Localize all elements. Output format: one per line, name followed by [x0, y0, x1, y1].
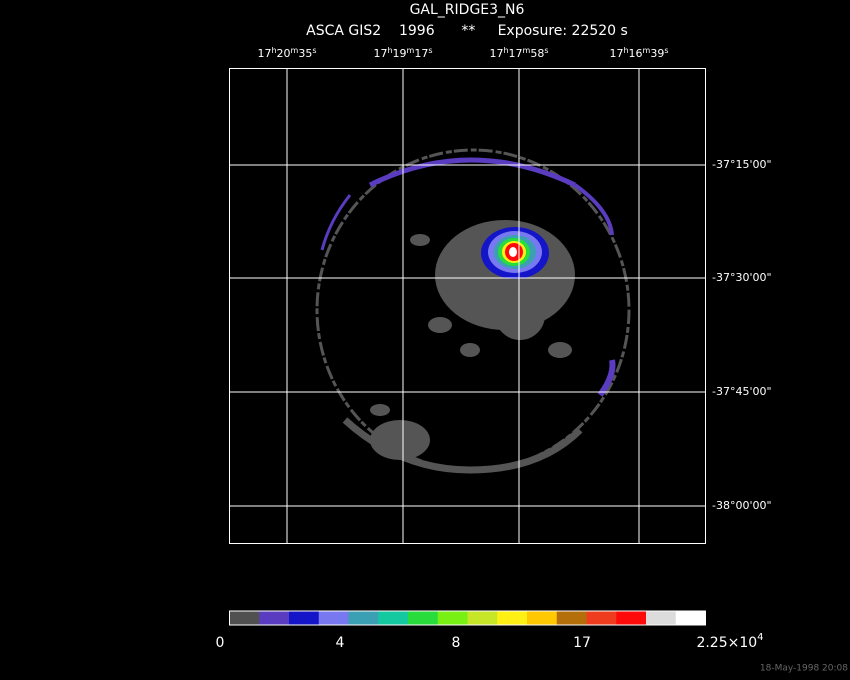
ra-value: 17	[257, 47, 271, 60]
colorbar-swatch	[437, 611, 468, 625]
ra-unit: h	[623, 46, 628, 55]
colorbar-label: 4	[336, 635, 345, 651]
colorbar-swatch	[556, 611, 587, 625]
ra-value: 17	[414, 47, 428, 60]
grid: 17h20m35s 17h19m17s 17h17m58s 17h16m39s-37°…	[229, 46, 772, 543]
patch	[370, 404, 390, 416]
colorbar-swatch	[378, 611, 409, 625]
ra-unit: m	[291, 46, 299, 55]
ra-value: 17	[373, 47, 387, 60]
source	[509, 247, 517, 257]
colorbar: 0 4 8 17	[216, 610, 706, 651]
dec-label: -37°15'00"	[712, 158, 772, 171]
patch	[370, 420, 430, 460]
ra-value: 17	[489, 47, 503, 60]
ra-unit: m	[407, 46, 415, 55]
patch	[410, 234, 430, 246]
sky-image	[315, 148, 631, 474]
colorbar-label: 0	[216, 635, 225, 651]
exponent: 4	[757, 632, 763, 643]
ra-label: 17h17m58s	[489, 46, 548, 61]
colorbar-label: 8	[452, 635, 461, 651]
colorbar-swatch	[229, 611, 260, 625]
ra-value: 17	[609, 47, 623, 60]
patch	[428, 317, 452, 333]
patch	[548, 342, 572, 358]
ra-label: 17h20m35s	[257, 46, 316, 61]
colorbar-swatch	[408, 611, 439, 625]
colorbar-swatch	[586, 611, 617, 625]
ra-value: 20	[277, 47, 291, 60]
ra-value: 17	[509, 47, 523, 60]
colorbar-border	[229, 610, 706, 626]
colorbar-swatch	[289, 611, 320, 625]
ra-unit: h	[271, 46, 276, 55]
colorbar-swatch	[318, 611, 349, 625]
field-edge	[315, 148, 631, 472]
ra-value: 16	[629, 47, 643, 60]
title: GAL_RIDGE3_N6	[410, 2, 525, 18]
subtitle: ASCA GIS2 1996 ** Exposure: 22520 s	[306, 23, 628, 39]
ra-label: 17h19m17s	[373, 46, 432, 61]
ra-value: 58	[530, 47, 544, 60]
ra-value: 19	[393, 47, 407, 60]
ra-unit: m	[523, 46, 531, 55]
colorbar-swatch	[616, 611, 647, 625]
ra-unit: s	[428, 46, 432, 55]
dec-label: -38°00'00"	[712, 499, 772, 512]
mantissa: 2.25×10	[696, 635, 757, 651]
colorbar-swatch	[646, 611, 677, 625]
edge-arc	[368, 157, 577, 188]
colorbar-swatch	[467, 611, 498, 625]
ra-unit: s	[312, 46, 316, 55]
frame	[229, 68, 706, 544]
dec-label: -37°45'00"	[712, 385, 772, 398]
colorbar-swatch	[497, 611, 528, 625]
colorbar-swatch	[259, 611, 290, 625]
ra-unit: m	[643, 46, 651, 55]
diffuse	[495, 290, 545, 340]
patch	[460, 343, 480, 357]
ra-unit: h	[503, 46, 508, 55]
ra-value: 39	[650, 47, 664, 60]
colorbar-swatch	[527, 611, 558, 625]
colorbar-swatch	[348, 611, 379, 625]
colorbar-max-label: 2.25×104	[696, 632, 763, 651]
ra-unit: h	[387, 46, 392, 55]
ra-unit: s	[664, 46, 668, 55]
dec-label: -37°30'00"	[712, 271, 772, 284]
ra-label: 17h16m39s	[609, 46, 668, 61]
colorbar-label: 17	[573, 635, 591, 651]
edge-arc	[320, 194, 352, 251]
timestamp: 18-May-1998 20:08	[760, 664, 848, 674]
ra-value: 35	[298, 47, 312, 60]
ra-unit: s	[544, 46, 548, 55]
colorbar-swatch	[675, 611, 706, 625]
edge-arc	[573, 183, 614, 236]
